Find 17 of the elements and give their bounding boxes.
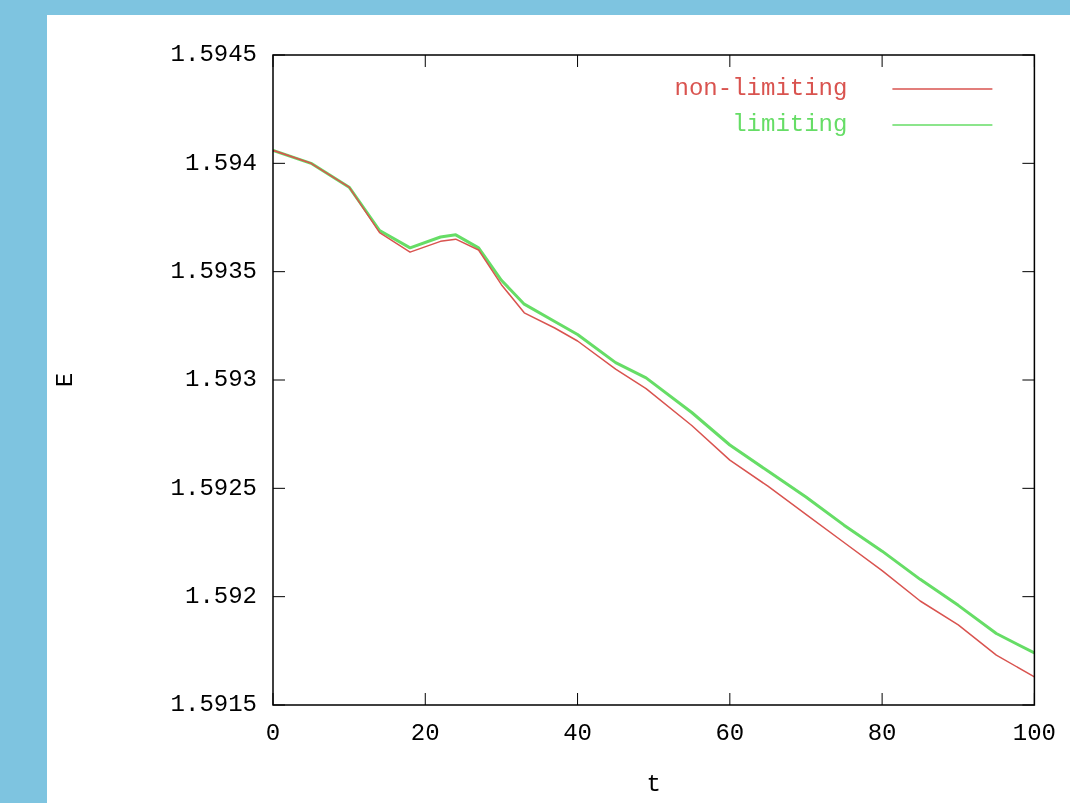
y-tick-label: 1.5925: [170, 474, 257, 502]
x-tick-label: 80: [867, 719, 897, 747]
legend-label: non-limiting: [674, 75, 848, 103]
legend-label: limiting: [732, 111, 848, 139]
x-tick-label: 60: [715, 719, 745, 747]
x-tick-label: 40: [563, 719, 592, 747]
y-tick-label: 1.593: [184, 366, 257, 394]
y-tick-label: 1.5915: [170, 691, 257, 719]
y-tick-label: 1.592: [184, 583, 257, 611]
y-axis-title: E: [51, 372, 79, 388]
x-tick-label: 20: [410, 719, 440, 747]
x-tick-label: 100: [1012, 719, 1057, 747]
y-tick-label: 1.5945: [170, 41, 257, 69]
y-tick-label: 1.5935: [170, 258, 257, 286]
y-tick-label: 1.594: [184, 149, 257, 177]
x-axis-title: t: [646, 770, 661, 798]
x-tick-label: 0: [265, 719, 281, 747]
